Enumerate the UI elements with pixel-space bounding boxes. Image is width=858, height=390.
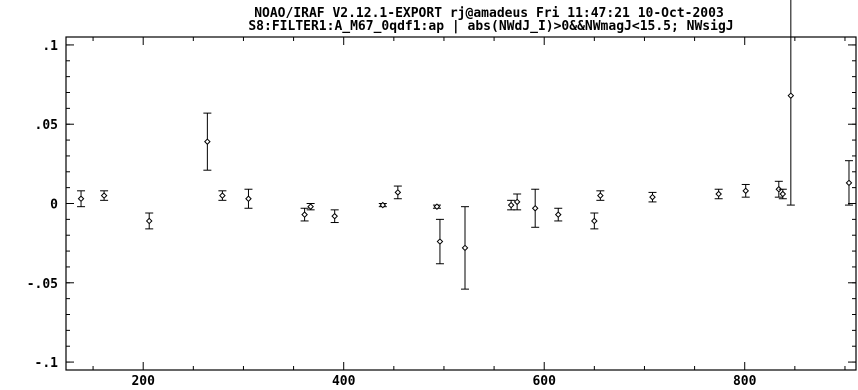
data-point	[742, 187, 750, 195]
data-point	[649, 193, 656, 201]
data-point	[845, 179, 853, 187]
data-point	[507, 201, 515, 209]
data-point	[433, 203, 441, 210]
data-point	[245, 195, 252, 203]
data-point	[775, 185, 783, 193]
y-tick-label: 0	[50, 198, 58, 213]
data-point	[787, 92, 795, 99]
data-point	[461, 244, 469, 252]
x-tick-label: 800	[733, 374, 757, 389]
data-points	[77, 0, 853, 290]
data-point	[436, 238, 444, 245]
data-point	[394, 189, 402, 196]
data-point	[331, 212, 338, 220]
y-tick-label: .1	[42, 39, 58, 54]
data-point	[77, 195, 85, 203]
y-tick-label: -.05	[27, 277, 58, 292]
data-point	[715, 190, 722, 198]
data-point	[219, 192, 226, 199]
y-tick-label: -.1	[35, 356, 59, 371]
x-tick-label: 600	[532, 374, 556, 389]
data-point	[513, 198, 521, 206]
data-point	[100, 192, 108, 199]
chart-subtitle: S8:FILTER1:A_M67_0qdf1:ap | abs(NWdJ_I)>…	[248, 19, 733, 34]
data-point	[204, 138, 211, 145]
x-tick-label: 200	[131, 374, 155, 389]
plot-frame	[65, 36, 857, 371]
data-point	[554, 211, 562, 218]
data-point	[301, 211, 308, 218]
chart-title: NOAO/IRAF V2.12.1-EXPORT rj@amadeus Fri …	[254, 6, 724, 21]
data-point	[379, 201, 387, 209]
axis-ticks: -.1 -.05 0 .05 .1 200 400 600 800	[27, 37, 856, 389]
data-point	[779, 190, 787, 198]
data-point	[145, 217, 153, 225]
data-point	[531, 204, 539, 212]
data-point	[597, 192, 604, 199]
data-point	[307, 203, 314, 210]
data-point	[591, 217, 598, 225]
y-tick-label: .05	[35, 118, 58, 133]
x-tick-label: 400	[332, 374, 356, 389]
